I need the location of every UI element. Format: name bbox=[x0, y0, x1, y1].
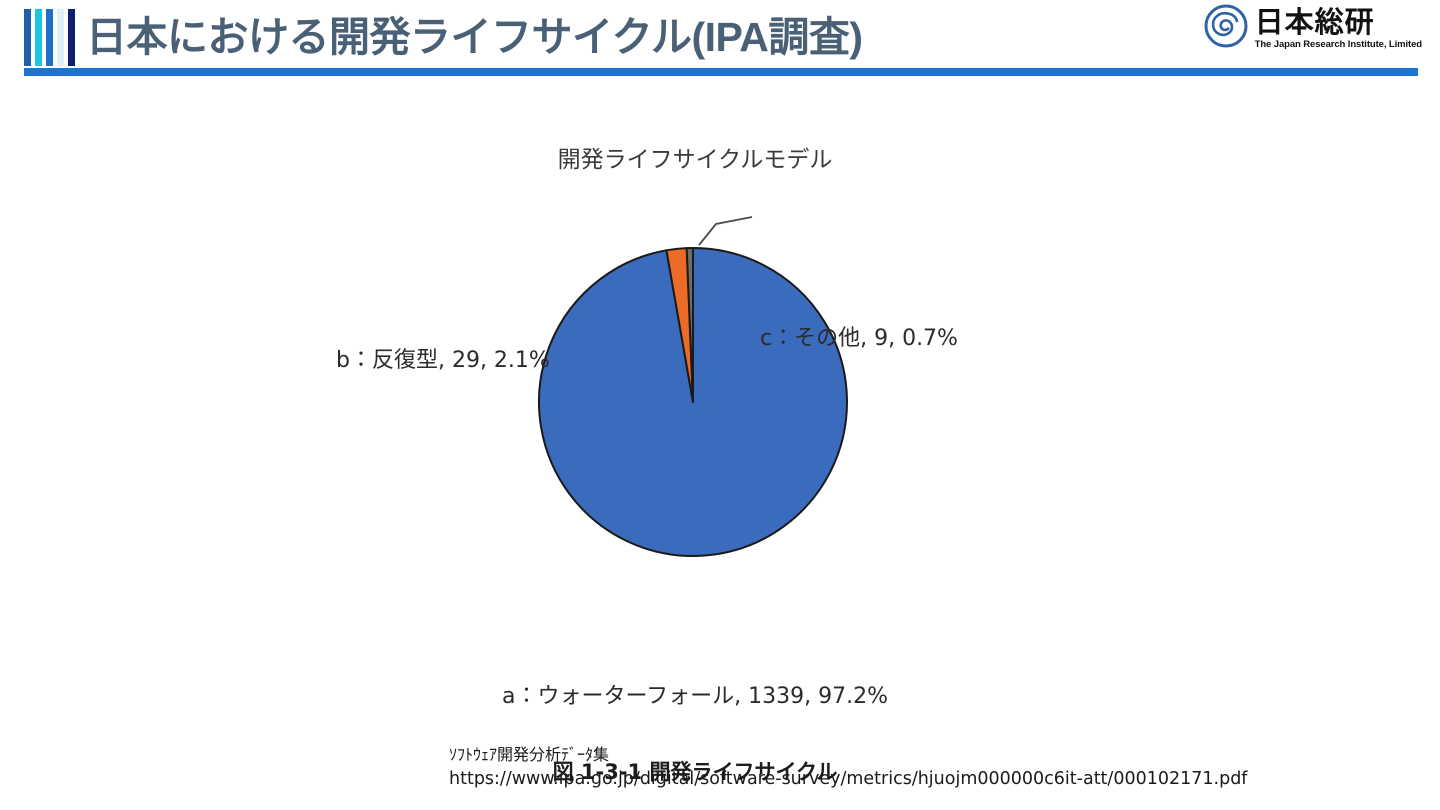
slide-header: 日本における開発ライフサイクル(IPA調査) 日本総研 The Japan Re… bbox=[0, 0, 1440, 82]
pie-slices bbox=[538, 247, 848, 557]
page-title: 日本における開発ライフサイクル(IPA調査) bbox=[86, 14, 863, 60]
stripe-5 bbox=[46, 9, 53, 66]
stripe-2 bbox=[31, 9, 35, 66]
header-stripe-decoration bbox=[24, 9, 78, 66]
pie-label-c: c：その他, 9, 0.7% bbox=[760, 326, 958, 351]
source-citation: ｿﾌﾄｳｪｱ開発分析ﾃﾞｰﾀ集 https://www.ipa.go.jp/di… bbox=[449, 742, 1247, 792]
stripe-9 bbox=[68, 9, 75, 66]
stripe-3 bbox=[35, 9, 42, 66]
brand-logo: 日本総研 The Japan Research Institute, Limit… bbox=[1204, 4, 1422, 53]
pie-chart-graphic bbox=[538, 216, 848, 557]
source-url[interactable]: https://www.ipa.go.jp/digital/software-s… bbox=[449, 769, 1248, 789]
brand-name-jp: 日本総研 bbox=[1254, 4, 1375, 39]
pie-chart-figure: 開発ライフサイクルモデル b：反復型, 29, 2.1% c：その他, 9, 0… bbox=[0, 120, 1440, 784]
brand-name-en: The Japan Research Institute, Limited bbox=[1254, 38, 1422, 50]
stripe-8 bbox=[64, 9, 68, 66]
brand-logo-text: 日本総研 The Japan Research Institute, Limit… bbox=[1254, 4, 1422, 50]
pie-label-a: a：ウォーターフォール, 1339, 97.2% bbox=[501, 684, 888, 709]
chart-title: 開発ライフサイクルモデル bbox=[557, 147, 833, 173]
stripe-6 bbox=[53, 9, 57, 66]
stripe-7 bbox=[57, 9, 64, 66]
pie-label-b: b：反復型, 29, 2.1% bbox=[336, 348, 550, 373]
header-divider-rule bbox=[24, 68, 1418, 76]
stripe-1 bbox=[24, 9, 31, 66]
figure-caption: 図 1-3-1 開発ライフサイクル bbox=[552, 760, 838, 784]
source-label: ｿﾌﾄｳｪｱ開発分析ﾃﾞｰﾀ集 bbox=[449, 745, 610, 764]
spiral-logo-icon bbox=[1204, 4, 1248, 53]
pie-slice-c bbox=[685, 247, 694, 403]
stripe-4 bbox=[42, 9, 46, 66]
